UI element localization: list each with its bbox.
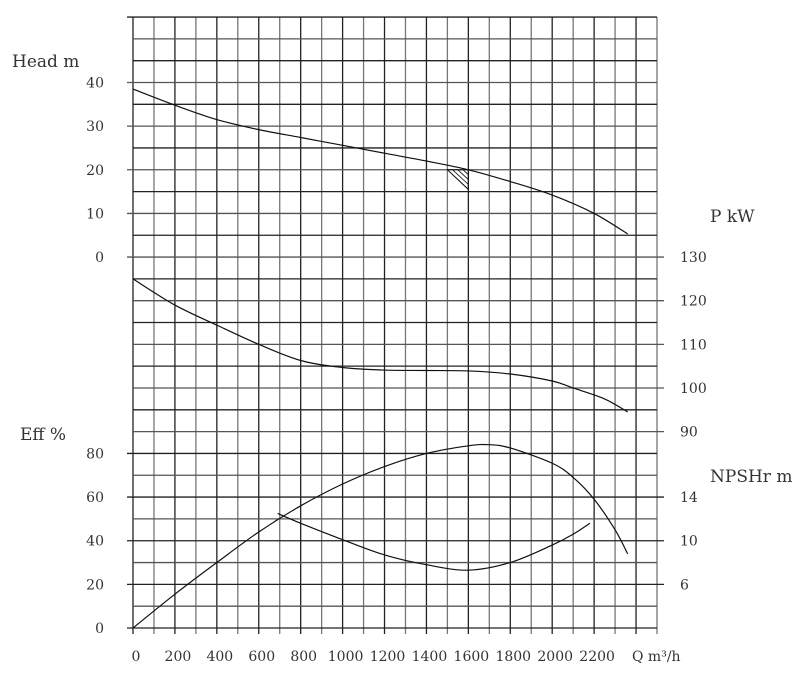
npsh-axis-title: NPSHr m: [710, 467, 792, 487]
x-tick-label: 400: [206, 649, 233, 665]
x-tick-label: 1600: [454, 649, 490, 665]
head-tick-label: 10: [86, 206, 104, 222]
npsh-tick-label: 14: [680, 490, 698, 506]
npsh-curve: [277, 512, 591, 571]
x-axis-title: Q m³/h: [632, 649, 681, 665]
duty-point-marker: [446, 169, 469, 191]
eff-tick-label: 40: [86, 534, 104, 550]
duty-point-hatch: [452, 169, 469, 185]
npsh-tick-label: 10: [680, 534, 698, 550]
curves: [132, 88, 629, 629]
eff-tick-label: 80: [86, 446, 104, 462]
x-tick-label: 200: [165, 649, 192, 665]
head-tick-label: 40: [86, 76, 104, 92]
x-tick-label: 600: [248, 649, 275, 665]
power-axis-title: P kW: [710, 207, 755, 227]
eff-tick-label: 20: [86, 577, 104, 593]
eff-curve: [132, 443, 629, 629]
x-tick-label: 0: [132, 649, 141, 665]
power-tick-label: 130: [680, 250, 707, 266]
x-tick-label: 800: [290, 649, 317, 665]
grid: [127, 16, 664, 634]
power-curve: [132, 278, 628, 413]
x-tick-label: 2000: [537, 649, 573, 665]
npsh-tick-label: 6: [680, 577, 689, 593]
eff-tick-label: 0: [95, 621, 104, 637]
x-tick-label: 1800: [495, 649, 531, 665]
eff-tick-label: 60: [86, 490, 104, 506]
duty-point-hatch: [462, 169, 469, 175]
x-tick-label: 1400: [412, 649, 448, 665]
x-tick-label: 1200: [370, 649, 406, 665]
power-tick-label: 100: [680, 381, 707, 397]
head-curve: [132, 88, 628, 235]
head-tick-label: 20: [86, 163, 104, 179]
x-tick-label: 1000: [328, 649, 364, 665]
head-tick-label: 0: [95, 250, 104, 266]
tick-labels: 0 200 400 600 800 1000 1200 1400 1600 1800 2000 220…: [86, 76, 707, 666]
duty-point-hatch: [457, 169, 469, 180]
power-tick-label: 120: [680, 294, 707, 310]
power-tick-label: 110: [680, 337, 707, 353]
power-tick-label: 90: [680, 425, 698, 441]
x-tick-label: 2200: [579, 649, 615, 665]
head-axis-title: Head m: [12, 52, 79, 72]
head-tick-label: 30: [86, 119, 104, 135]
eff-axis-title: Eff %: [20, 425, 66, 445]
